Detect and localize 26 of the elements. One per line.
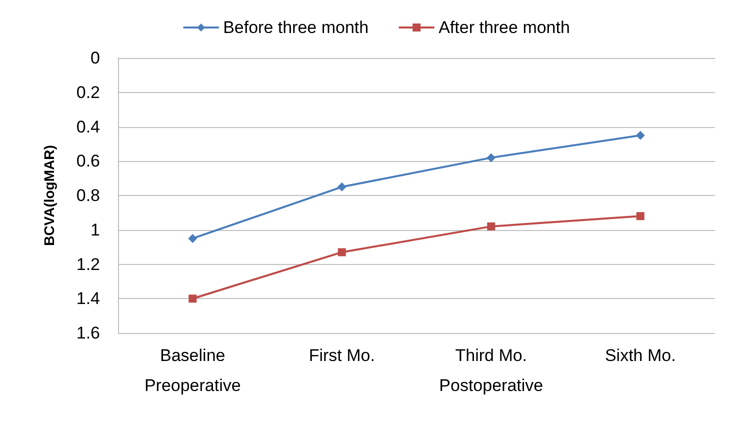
point bbox=[487, 222, 496, 230]
y-tick-label: 1.4 bbox=[76, 289, 100, 308]
point bbox=[486, 153, 496, 162]
x-tick-label: Baseline bbox=[160, 346, 226, 365]
y-tick-label: 0.6 bbox=[76, 152, 100, 171]
y-tick-label: 1 bbox=[90, 220, 100, 240]
text: Postoperative bbox=[439, 376, 544, 395]
point bbox=[636, 130, 645, 140]
x-tick-label: Sixth Mo. bbox=[604, 346, 676, 365]
point bbox=[338, 248, 346, 256]
point bbox=[188, 294, 197, 303]
y-tick-label: 0 bbox=[90, 48, 100, 68]
point bbox=[337, 182, 346, 192]
y-axis-title: BCVA(logMAR) bbox=[41, 145, 57, 246]
y-tick-label: 0.2 bbox=[76, 82, 100, 102]
y-tick-label: 1.2 bbox=[76, 254, 100, 274]
legend-label: Before three month bbox=[223, 18, 369, 37]
y-tick-label: 0.8 bbox=[76, 186, 100, 205]
x-tick-label: Third Mo. bbox=[455, 346, 528, 365]
point bbox=[188, 234, 198, 243]
point bbox=[636, 212, 644, 220]
y-tick-label: 1.6 bbox=[76, 324, 100, 342]
y-tick-label: 0.4 bbox=[76, 117, 100, 136]
text: Preoperative bbox=[144, 376, 241, 395]
legend-label: After three month bbox=[438, 18, 570, 37]
x-tick-label: First Mo. bbox=[308, 346, 375, 365]
